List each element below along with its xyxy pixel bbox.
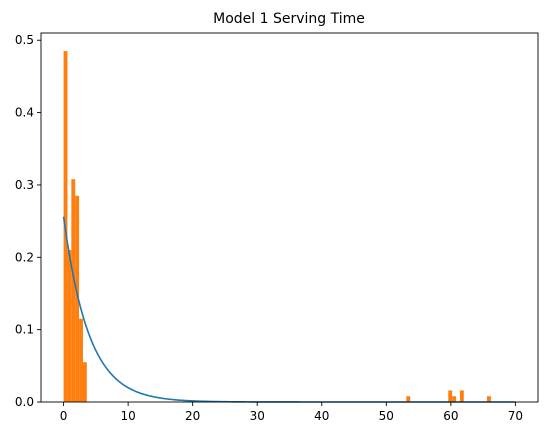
chart-title: Model 1 Serving Time — [213, 11, 365, 27]
density-line — [62, 216, 516, 403]
x-tick-label-0: 0 — [60, 409, 68, 423]
histogram-bar-2 — [71, 179, 76, 402]
plot-frame — [40, 32, 539, 403]
histogram-bar-4 — [79, 318, 83, 402]
histogram-bar-1 — [67, 250, 72, 402]
x-tick-label-3: 30 — [250, 409, 265, 423]
x-tick-label-2: 20 — [185, 409, 200, 423]
histogram-bar-6 — [406, 396, 411, 402]
density-curve — [62, 216, 516, 403]
x-tick-label-6: 60 — [443, 409, 458, 423]
histogram-bar-10 — [487, 396, 491, 402]
x-tick-label-4: 40 — [314, 409, 329, 423]
x-tick-label-5: 50 — [379, 409, 394, 423]
histogram-bar-8 — [452, 396, 457, 402]
histogram-bar-9 — [459, 390, 464, 402]
y-tick-label-3: 0.3 — [15, 178, 34, 192]
axes: 0 10 20 30 40 50 60 70 0.0 0.1 0.2 0.3 0.4 0.5 — [15, 32, 539, 423]
y-tick-label-1: 0.1 — [15, 323, 34, 337]
x-tick-label-7: 70 — [508, 409, 523, 423]
y-tick-label-5: 0.5 — [15, 33, 34, 47]
y-tick-label-2: 0.2 — [15, 250, 34, 264]
x-tick-label-1: 10 — [120, 409, 135, 423]
histogram-bar-5 — [82, 362, 87, 402]
histogram-bars — [63, 51, 491, 403]
histogram-bar-3 — [75, 195, 80, 402]
histogram-bar-7 — [448, 390, 453, 402]
y-tick-label-0: 0.0 — [15, 395, 34, 409]
y-tick-label-4: 0.4 — [15, 106, 34, 120]
